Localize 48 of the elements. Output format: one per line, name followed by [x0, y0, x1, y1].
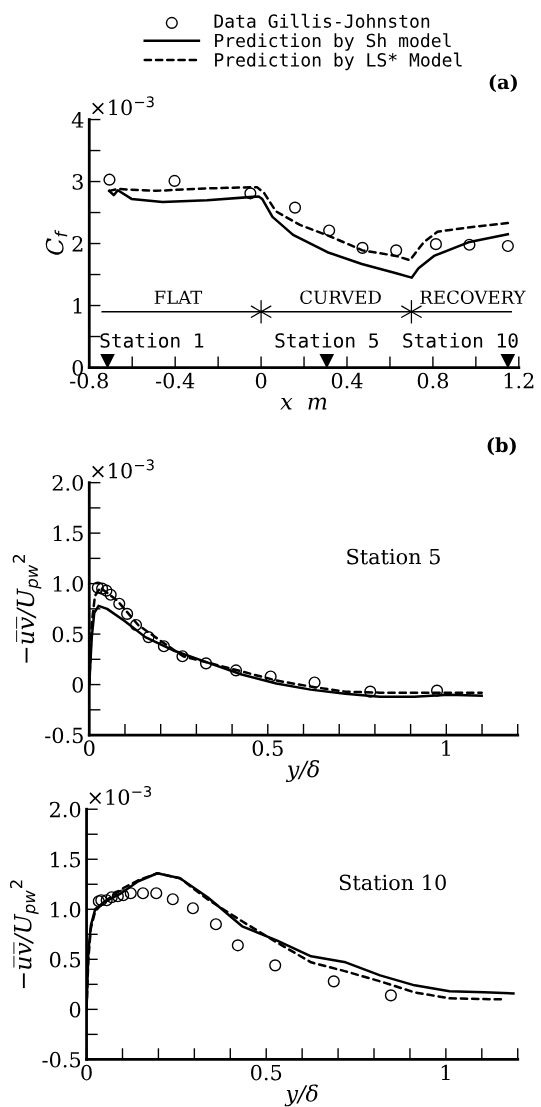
x-axis-title: x m: [280, 397, 327, 410]
y-tick-label: 3: [72, 174, 83, 190]
y-tick-label: 1.5: [53, 525, 83, 542]
x-tick-label: 0: [84, 740, 95, 757]
y-tick-label: 0: [72, 677, 84, 693]
annotation: Station 5: [347, 548, 440, 565]
y-tick-label: 1.0: [51, 901, 81, 918]
x-tick-label: 1.2: [504, 372, 534, 389]
annotation: Station 10: [339, 874, 446, 891]
x-tick-label: -0.4: [156, 372, 195, 389]
y-tick-label: 0: [69, 1001, 81, 1018]
data-label: Station 5: [275, 332, 378, 348]
y-axis-title: −u̅v̅/U$_{pw}$$^{2}$: [12, 555, 42, 663]
y-tick-label: 0.5: [52, 626, 83, 643]
text: ×10$^{−3}$: [92, 459, 154, 479]
y-axis-title: −u̅v̅/U$_{pw}$$^{2}$: [9, 880, 39, 989]
legend-label: Prediction by LS* Model: [215, 52, 462, 71]
chart-title: (a): [489, 74, 517, 93]
x-axis-title: y/δ: [285, 760, 320, 783]
x-tick-label: 0: [255, 372, 267, 389]
chart-title: (b): [487, 437, 516, 456]
x-axis-title: y/δ: [284, 1084, 318, 1107]
x-tick-label: 0.4: [331, 372, 363, 389]
legend-label: Prediction by Sh model: [215, 33, 451, 51]
annotation: RECOVERY: [420, 290, 526, 305]
data-label: Station 10: [403, 332, 518, 348]
y-tick-label: 2.0: [49, 801, 81, 818]
annotation: CURVED: [300, 290, 381, 305]
y-tick-label: 1.5: [51, 851, 81, 868]
x-tick-label: 0.5: [252, 740, 283, 757]
y-tick-label: -0.5: [42, 1051, 81, 1068]
data-label: Station 1: [100, 332, 204, 348]
x-tick-label: 0.5: [251, 1064, 282, 1081]
y-tick-label: 1.0: [53, 576, 84, 592]
text: ×10$^{−3}$: [89, 785, 152, 806]
legend-label: Data Gillis-Johnston: [214, 13, 430, 28]
y-tick-label: 1: [73, 297, 82, 314]
annotation: FLAT: [154, 290, 203, 304]
x-tick-label: 1: [442, 740, 450, 756]
text: ×10$^{−3}$: [92, 96, 154, 116]
y-tick-label: 2: [72, 235, 83, 252]
y-axis-title: C$_{f}$: [45, 229, 68, 255]
x-tick-label: 0.8: [417, 372, 449, 389]
x-tick-label: 1: [441, 1064, 450, 1081]
y-tick-label: 0.5: [49, 951, 81, 968]
y-tick-label: 2.0: [52, 475, 84, 491]
y-tick-label: -0.5: [45, 727, 83, 744]
y-tick-label: 4: [71, 112, 84, 128]
